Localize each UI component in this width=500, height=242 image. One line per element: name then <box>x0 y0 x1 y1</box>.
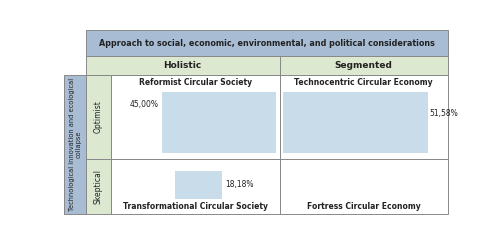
FancyBboxPatch shape <box>283 92 428 153</box>
Text: 45,00%: 45,00% <box>130 100 158 109</box>
FancyBboxPatch shape <box>280 56 448 75</box>
FancyBboxPatch shape <box>111 75 280 159</box>
Text: Holistic: Holistic <box>164 61 202 70</box>
FancyBboxPatch shape <box>280 159 448 214</box>
Text: Technocentric Circular Economy: Technocentric Circular Economy <box>294 78 433 87</box>
FancyBboxPatch shape <box>162 92 276 153</box>
FancyBboxPatch shape <box>280 75 448 159</box>
Text: Optimist: Optimist <box>94 100 103 133</box>
Text: 18,18%: 18,18% <box>226 180 254 189</box>
Text: Fortress Circular Economy: Fortress Circular Economy <box>307 202 420 211</box>
FancyBboxPatch shape <box>86 30 448 56</box>
Text: Approach to social, economic, environmental, and political considerations: Approach to social, economic, environmen… <box>99 38 435 47</box>
Text: Transformational Circular Society: Transformational Circular Society <box>122 202 268 211</box>
FancyBboxPatch shape <box>64 75 86 214</box>
Text: Segmented: Segmented <box>335 61 392 70</box>
FancyBboxPatch shape <box>86 159 111 214</box>
Text: 51,58%: 51,58% <box>430 109 458 118</box>
Text: Skeptical: Skeptical <box>94 169 103 204</box>
Text: Technological innovation and ecological
collapse: Technological innovation and ecological … <box>68 78 82 211</box>
FancyBboxPatch shape <box>86 75 111 159</box>
FancyBboxPatch shape <box>175 171 222 199</box>
Text: Reformist Circular Society: Reformist Circular Society <box>138 78 252 87</box>
FancyBboxPatch shape <box>86 56 280 75</box>
FancyBboxPatch shape <box>111 159 280 214</box>
